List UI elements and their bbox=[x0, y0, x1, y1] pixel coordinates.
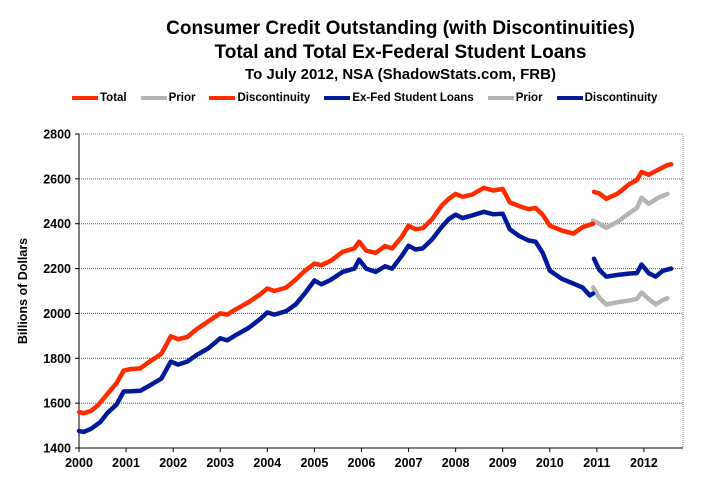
legend-label-prior-total: Prior bbox=[168, 92, 196, 104]
y-tick-label: 2800 bbox=[43, 128, 71, 142]
y-tick-label: 1600 bbox=[43, 397, 71, 411]
x-tick-label: 2010 bbox=[536, 456, 564, 470]
y-tick-label: 2400 bbox=[43, 217, 71, 231]
y-tick-label: 2600 bbox=[43, 172, 71, 186]
y-tick-label: 2000 bbox=[43, 307, 71, 321]
x-tick-label: 2008 bbox=[442, 456, 470, 470]
y-axis-title: Billions of Dollars bbox=[16, 238, 30, 344]
legend-swatch-prior-total bbox=[140, 96, 167, 100]
legend-item-exfed: Ex-Fed Student Loans bbox=[324, 92, 474, 104]
legend-swatch-total bbox=[72, 96, 98, 100]
legend: Total Prior Discontinuity Ex-Fed Student… bbox=[72, 92, 671, 104]
series-line-discontinuity-5 bbox=[591, 256, 674, 279]
x-tick-label: 2007 bbox=[395, 456, 423, 470]
legend-item-total: Total bbox=[72, 92, 127, 104]
chart-subtitle: Total and Total Ex-Federal Student Loans bbox=[214, 42, 587, 63]
chart-title: Consumer Credit Outstanding (with Discon… bbox=[166, 18, 635, 39]
x-tick-label: 2001 bbox=[112, 456, 140, 470]
x-tick-label: 2004 bbox=[253, 456, 281, 470]
y-tick-label: 1800 bbox=[43, 352, 71, 366]
legend-swatch-exfed bbox=[324, 96, 351, 100]
legend-label-total: Total bbox=[100, 92, 127, 104]
series-line-discontinuity-2 bbox=[591, 162, 674, 202]
legend-item-discontinuity-total: Discontinuity bbox=[209, 92, 310, 104]
x-tick-label: 2006 bbox=[348, 456, 376, 470]
x-tick-label: 2002 bbox=[159, 456, 187, 470]
legend-swatch-discontinuity-exfed bbox=[556, 96, 583, 100]
legend-item-discontinuity-exfed: Discontinuity bbox=[556, 92, 658, 104]
legend-item-prior-exfed: Prior bbox=[487, 92, 543, 104]
y-tick-label: 2200 bbox=[43, 262, 71, 276]
series-line-prior-1 bbox=[590, 191, 670, 231]
legend-swatch-prior-exfed bbox=[487, 96, 514, 100]
legend-label-prior-exfed: Prior bbox=[515, 92, 543, 104]
legend-label-discontinuity-exfed: Discontinuity bbox=[584, 92, 658, 104]
legend-item-prior-total: Prior bbox=[140, 92, 196, 104]
legend-label-discontinuity-total: Discontinuity bbox=[237, 92, 311, 104]
plot-frame bbox=[78, 133, 684, 449]
legend-label-exfed: Ex-Fed Student Loans bbox=[352, 92, 474, 104]
legend-swatch-discontinuity-total bbox=[209, 96, 236, 100]
x-tick-label: 2003 bbox=[206, 456, 234, 470]
x-tick-label: 2011 bbox=[583, 456, 610, 470]
chart-subtitle-source: To July 2012, NSA (ShadowStats.com, FRB) bbox=[245, 66, 556, 83]
series-line-ex-fed-student-loans-3 bbox=[76, 209, 596, 435]
series-line-prior-4 bbox=[590, 285, 670, 307]
x-tick-label: 2005 bbox=[300, 456, 328, 470]
series-line-total-0 bbox=[76, 185, 596, 416]
x-tick-label: 2009 bbox=[489, 456, 517, 470]
x-tick-label: 2000 bbox=[65, 456, 93, 470]
y-tick-label: 1400 bbox=[43, 442, 71, 456]
x-tick-label: 2012 bbox=[630, 456, 658, 470]
